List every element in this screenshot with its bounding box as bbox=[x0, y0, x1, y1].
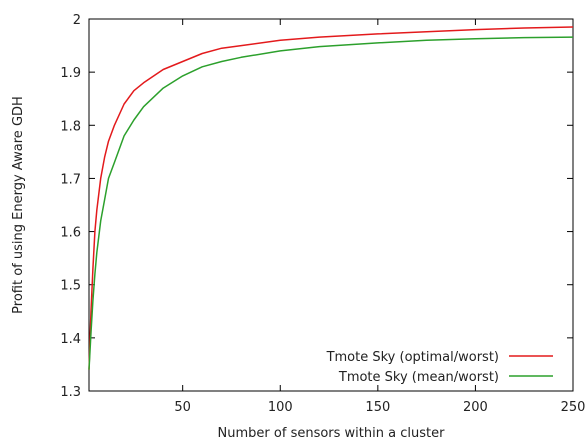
legend: Tmote Sky (optimal/worst) Tmote Sky (mean… bbox=[326, 350, 553, 385]
x-tick-label: 50 bbox=[174, 400, 191, 415]
x-axis-label: Number of sensors within a cluster bbox=[218, 426, 446, 441]
y-tick-label: 1.8 bbox=[60, 119, 81, 134]
y-tick-label: 1.4 bbox=[60, 332, 81, 347]
y-axis-ticks: 1.3 1.4 1.5 1.6 1.7 1.8 1.9 2 bbox=[60, 13, 573, 400]
x-tick-label: 250 bbox=[561, 400, 586, 415]
plot-frame bbox=[88, 18, 574, 392]
y-tick-label: 1.9 bbox=[60, 66, 81, 81]
x-tick-label: 200 bbox=[463, 400, 488, 415]
series-line-1 bbox=[88, 26, 574, 370]
y-tick-label: 1.7 bbox=[60, 172, 81, 187]
y-tick-label: 1.5 bbox=[60, 279, 81, 294]
legend-label-2: Tmote Sky (mean/worst) bbox=[338, 370, 499, 385]
y-tick-label: 1.3 bbox=[60, 385, 81, 400]
series-line-2 bbox=[88, 36, 574, 370]
y-axis-label: Profit of using Energy Aware GDH bbox=[11, 96, 26, 314]
x-axis-ticks: 50 100 150 200 250 bbox=[174, 19, 585, 415]
x-tick-label: 150 bbox=[365, 400, 390, 415]
x-tick-label: 100 bbox=[268, 400, 293, 415]
legend-label-1: Tmote Sky (optimal/worst) bbox=[326, 350, 499, 365]
y-tick-label: 1.6 bbox=[60, 226, 81, 241]
y-tick-label: 2 bbox=[73, 13, 81, 28]
series-lines bbox=[88, 26, 574, 370]
